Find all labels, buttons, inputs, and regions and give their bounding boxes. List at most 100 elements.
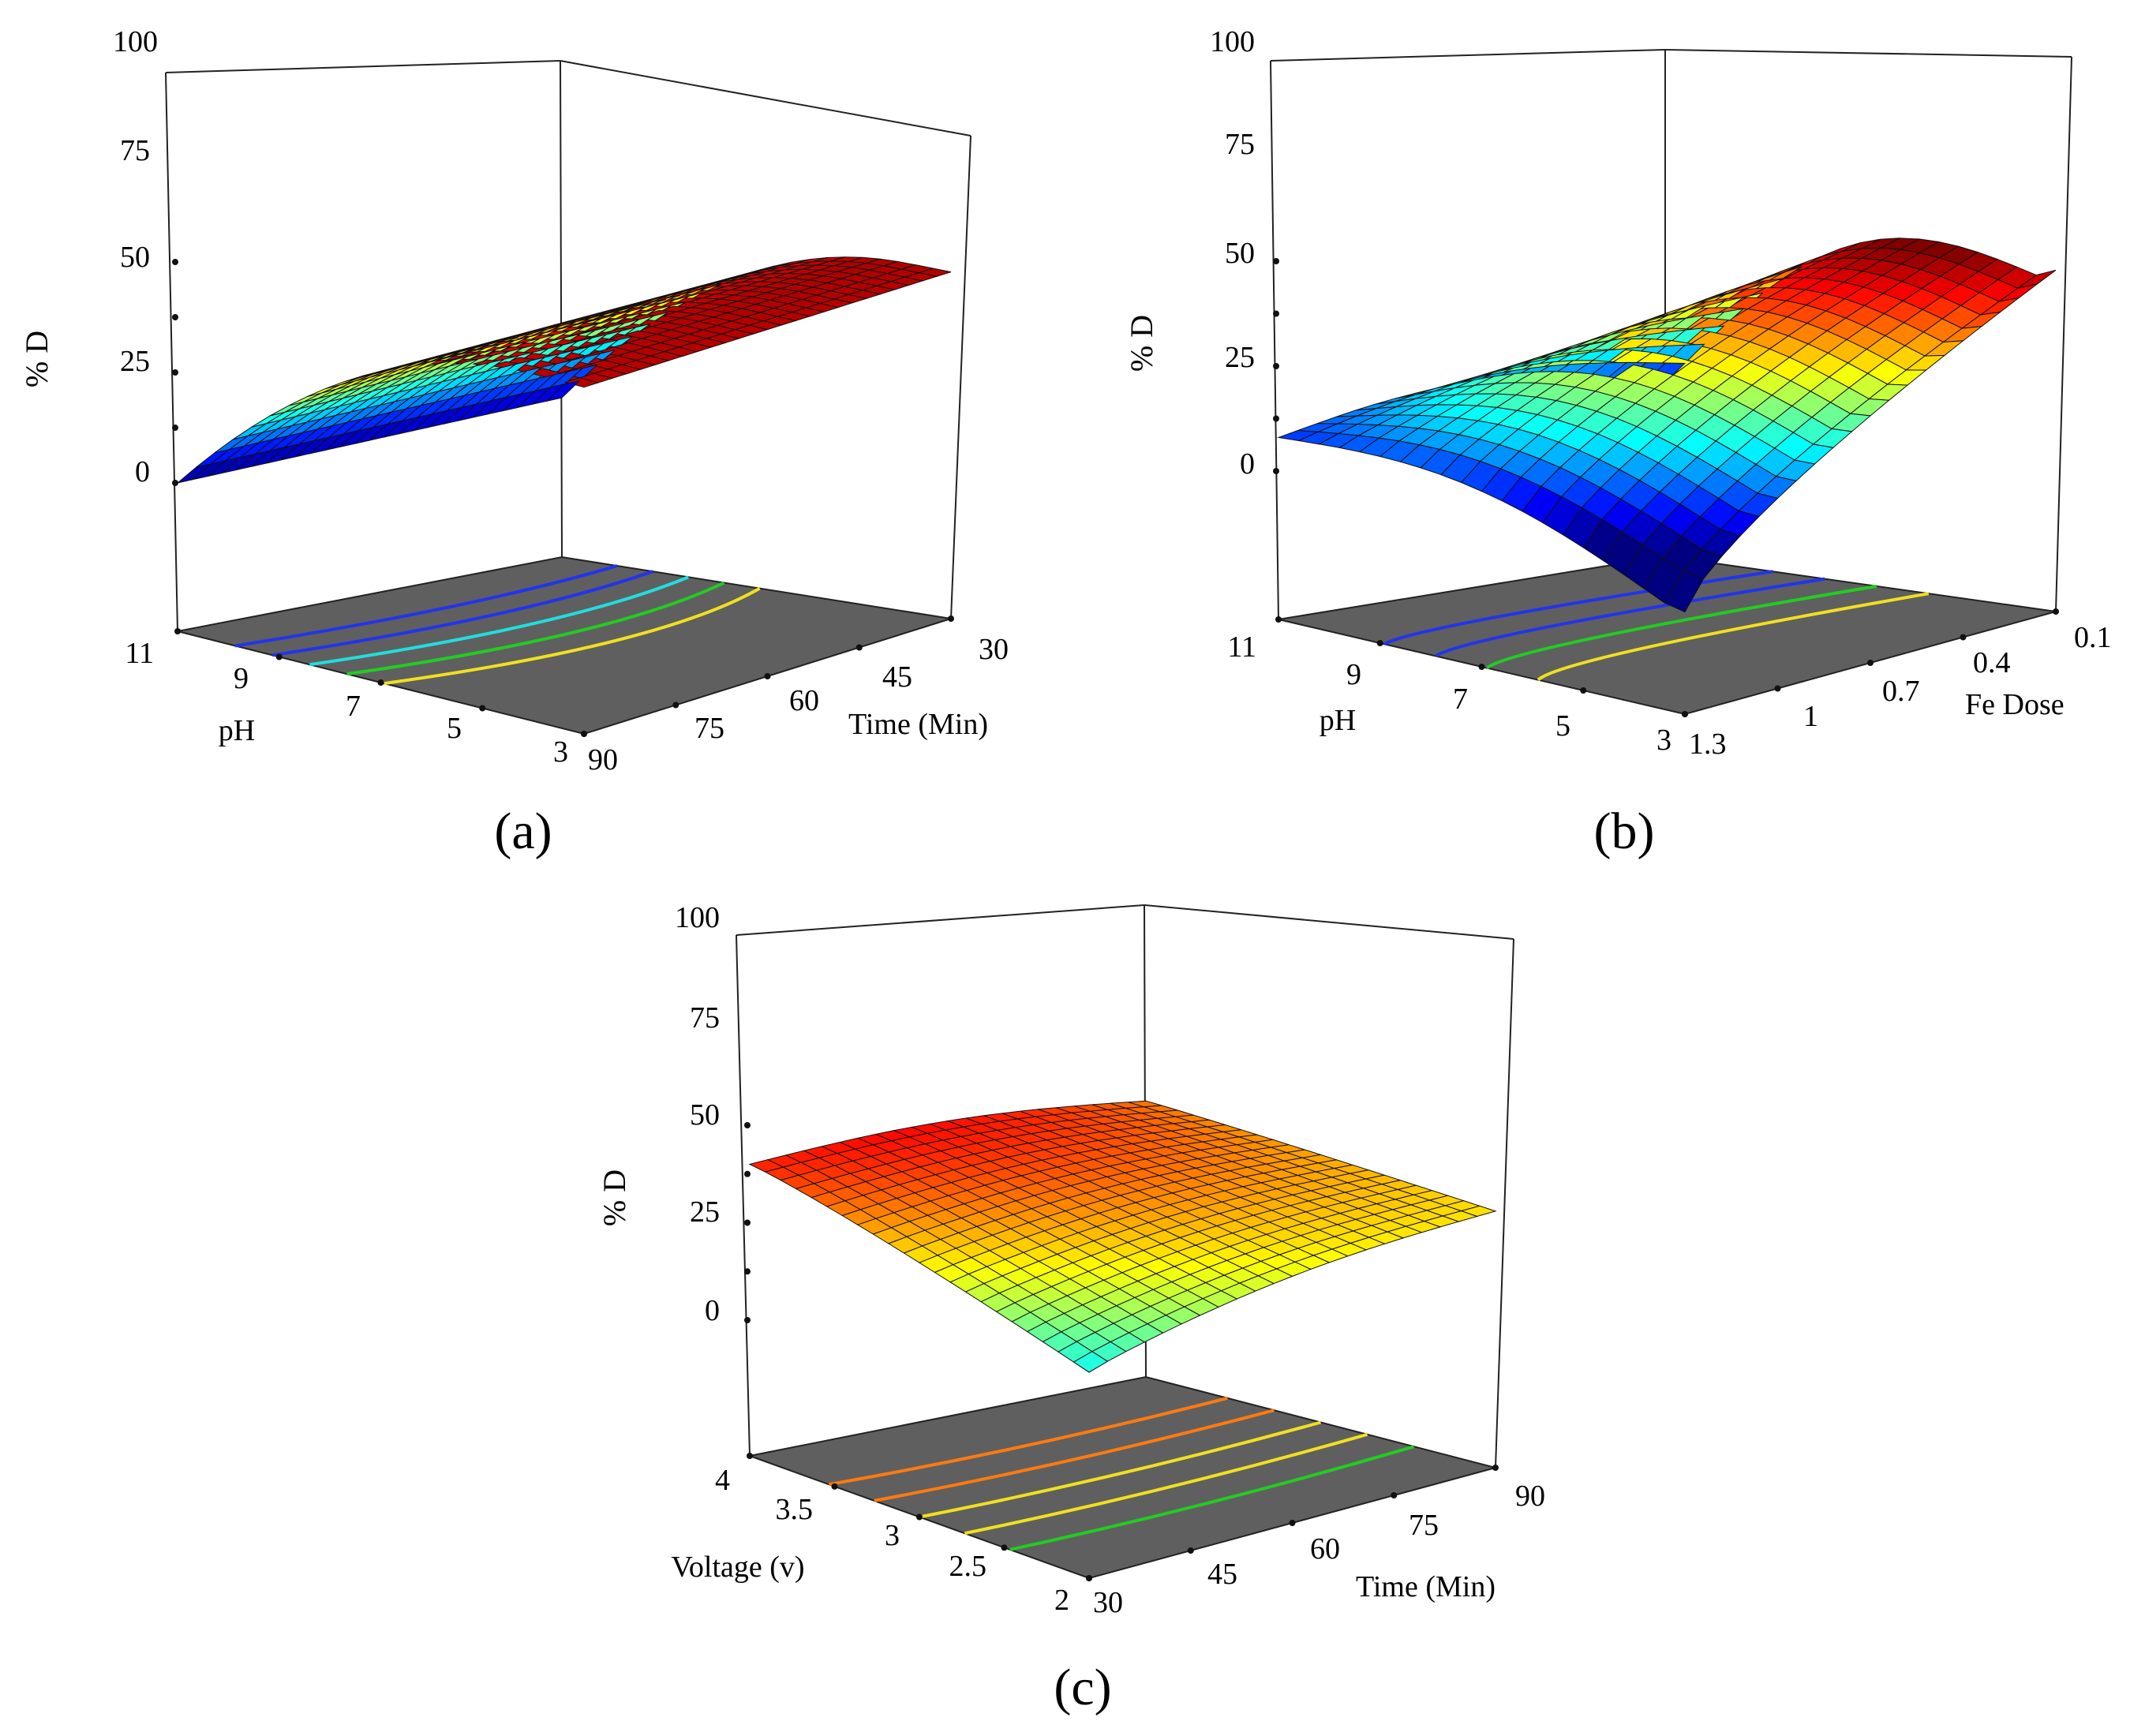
panel-a-time-tick-90: 90 — [588, 743, 618, 776]
z-tick-mark — [744, 1170, 751, 1177]
z-tick-mark — [744, 1219, 751, 1226]
panel-c-surface-plot: 100 75 50 25 0 % D 4 3.5 3 2.5 2 Voltage… — [597, 901, 1545, 1716]
panel-c-voltage-tick-4: 4 — [715, 1464, 730, 1497]
panel-c-time-tick-90: 90 — [1515, 1480, 1545, 1513]
panel-a-z-tick-0: 0 — [135, 455, 150, 488]
z-tick-mark — [744, 1122, 751, 1128]
panel-a-ph-tick-7: 7 — [346, 690, 361, 723]
panel-c-time-tick-75: 75 — [1409, 1509, 1439, 1542]
z-tick-mark — [1273, 258, 1279, 264]
panel-c-voltage-tick-2.5: 2.5 — [949, 1550, 987, 1583]
panel-b-ph-tick-3: 3 — [1656, 724, 1671, 757]
panel-c-x-tick-labels: 30 45 60 75 90 — [1093, 1480, 1545, 1619]
y-tick-mark — [479, 705, 486, 712]
panel-c-response-surface — [748, 1100, 1497, 1373]
y-tick-mark — [831, 1483, 838, 1490]
panel-c-y-tick-labels: 4 3.5 3 2.5 2 — [715, 1464, 1069, 1617]
panel-a-z-axis-label: % D — [19, 331, 54, 387]
panel-a-ph-tick-11: 11 — [125, 637, 154, 670]
y-tick-mark — [581, 731, 587, 737]
y-tick-mark — [1682, 711, 1688, 717]
panel-b-ph-tick-9: 9 — [1346, 658, 1361, 691]
z-tick-mark — [172, 314, 178, 320]
panel-c-z-tick-50: 50 — [690, 1098, 720, 1132]
y-tick-mark — [275, 653, 283, 660]
panel-a-ph-tick-3: 3 — [553, 735, 568, 769]
y-tick-mark — [916, 1513, 923, 1521]
panel-a-z-tick-100: 100 — [113, 25, 158, 58]
panel-b-x-axis-label: Fe Dose — [1965, 688, 2065, 721]
panel-b-z-tick-100: 100 — [1210, 25, 1255, 58]
panel-a-axis-ticks — [172, 259, 954, 737]
panel-a-time-tick-45: 45 — [882, 660, 912, 694]
x-tick-mark — [1774, 685, 1781, 692]
panel-a-y-tick-labels: 11 9 7 5 3 — [125, 637, 568, 769]
panel-b-fe-tick-1: 1 — [1803, 700, 1818, 733]
panel-b-label: (b) — [1594, 803, 1655, 860]
panel-c-y-axis-label: Voltage (v) — [671, 1551, 804, 1584]
panel-c-z-tick-0: 0 — [705, 1294, 720, 1327]
panel-b-y-axis-label: pH — [1320, 704, 1356, 737]
panel-a-time-tick-60: 60 — [789, 684, 819, 717]
panel-c-z-axis-label: % D — [597, 1169, 632, 1226]
panel-a-ph-tick-5: 5 — [447, 712, 462, 745]
floor-contour-yellow — [1537, 592, 1930, 682]
z-tick-mark — [1273, 415, 1279, 422]
z-tick-mark — [1273, 363, 1279, 369]
z-tick-mark — [172, 425, 178, 431]
panel-c-time-tick-45: 45 — [1207, 1558, 1237, 1591]
panel-b-z-tick-0: 0 — [1240, 447, 1255, 481]
panel-c-z-tick-labels: 100 75 50 25 0 — [675, 901, 720, 1327]
panel-a-x-tick-labels: 90 75 60 45 30 — [588, 633, 1009, 776]
panel-b-ph-tick-7: 7 — [1453, 683, 1468, 716]
x-tick-mark — [764, 673, 771, 679]
panel-a-time-tick-30: 30 — [979, 633, 1009, 666]
x-tick-mark — [1391, 1492, 1398, 1498]
panel-b-ph-tick-5: 5 — [1555, 709, 1570, 743]
panel-b-z-tick-labels: 100 75 50 25 0 — [1210, 25, 1255, 481]
x-tick-mark — [1867, 660, 1874, 666]
panel-c-label: (c) — [1054, 1659, 1111, 1716]
x-tick-mark — [672, 702, 679, 709]
floor-contour-cyan — [309, 575, 689, 667]
z-tick-mark — [744, 1268, 751, 1275]
surface-cell — [1664, 571, 1705, 613]
surface-cell — [1072, 1351, 1109, 1373]
surface-cell — [177, 463, 212, 484]
panel-a-label: (a) — [494, 803, 552, 860]
y-tick-mark — [1376, 640, 1383, 646]
x-tick-mark — [1289, 1520, 1296, 1526]
x-tick-mark — [948, 615, 954, 622]
surface-cell — [563, 377, 600, 388]
x-tick-mark — [1187, 1547, 1194, 1554]
floor-contour-orange — [828, 1396, 1228, 1487]
floor-contour-orange — [874, 1409, 1275, 1502]
panel-c-voltage-tick-2: 2 — [1054, 1584, 1069, 1617]
z-tick-mark — [172, 259, 178, 265]
panel-c-z-tick-100: 100 — [675, 901, 720, 934]
y-tick-mark — [1580, 687, 1587, 694]
panel-a-time-tick-75: 75 — [694, 712, 724, 745]
panel-c-time-tick-30: 30 — [1093, 1586, 1123, 1619]
x-tick-mark — [2053, 608, 2059, 615]
panel-b-axis-ticks — [1273, 258, 2059, 717]
panel-a-z-tick-50: 50 — [120, 241, 150, 274]
panel-b-z-tick-25: 25 — [1225, 341, 1255, 374]
panel-b-z-tick-50: 50 — [1225, 237, 1255, 270]
floor-contour-yellow — [964, 1432, 1368, 1536]
panel-c-x-axis-label: Time (Min) — [1356, 1570, 1496, 1603]
panel-b-response-surface — [1277, 238, 2057, 613]
z-tick-mark — [172, 369, 178, 376]
panel-b-fe-tick-0.7: 0.7 — [1882, 675, 1920, 708]
panel-a-z-tick-labels: 100 75 50 25 0 — [113, 25, 158, 488]
x-tick-mark — [1492, 1465, 1499, 1471]
panel-b-y-tick-labels: 11 9 7 5 3 — [1227, 630, 1671, 757]
y-tick-mark — [1086, 1575, 1092, 1581]
panel-a-x-axis-label: Time (Min) — [848, 708, 988, 741]
floor-contour-yellow — [919, 1420, 1322, 1519]
floor-contour-blue — [271, 570, 653, 657]
panel-a-z-tick-75: 75 — [120, 134, 150, 167]
y-tick-mark — [377, 679, 384, 686]
panel-b-frame — [1270, 49, 2072, 620]
panel-c-z-tick-25: 25 — [690, 1195, 720, 1229]
